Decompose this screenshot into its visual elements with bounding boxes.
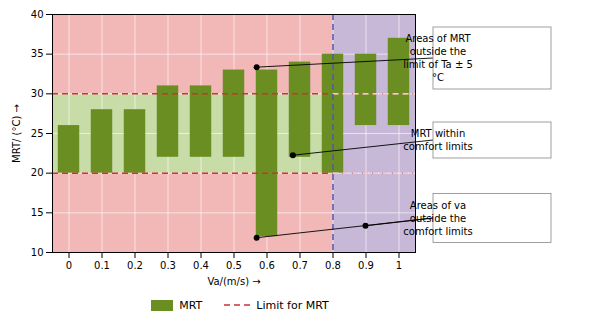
svg-text:Areas of vaoutside thecomfort: Areas of vaoutside thecomfort limits (403, 200, 472, 237)
svg-text:0.3: 0.3 (160, 260, 176, 271)
svg-text:0.9: 0.9 (358, 260, 374, 271)
svg-text:0.4: 0.4 (193, 260, 209, 271)
svg-text:15: 15 (31, 207, 44, 218)
svg-text:Areas of MRToutside thelimit o: Areas of MRToutside thelimit of Ta ± 5°C (403, 33, 473, 83)
svg-text:30: 30 (31, 88, 44, 99)
svg-text:1: 1 (396, 260, 402, 271)
svg-text:35: 35 (31, 48, 44, 59)
svg-text:10: 10 (31, 247, 44, 258)
svg-text:MRT/ (°C) →: MRT/ (°C) → (11, 104, 22, 163)
svg-text:0.8: 0.8 (325, 260, 341, 271)
html-text:Limit for MRT: Limit for MRT (256, 298, 329, 312)
html-text:MRT: MRT (179, 298, 203, 312)
svg-text:0.5: 0.5 (226, 260, 242, 271)
svg-text:0: 0 (66, 260, 72, 271)
svg-text:Va/(m/s) →: Va/(m/s) → (207, 276, 260, 287)
svg-text:MRT withincomfort limits: MRT withincomfort limits (403, 128, 472, 152)
svg-text:20: 20 (31, 167, 44, 178)
svg-text:0.6: 0.6 (259, 260, 275, 271)
svg-text:0.2: 0.2 (127, 260, 143, 271)
svg-text:25: 25 (31, 128, 44, 139)
svg-text:0.1: 0.1 (94, 260, 110, 271)
svg-text:40: 40 (31, 9, 44, 20)
svg-text:0.7: 0.7 (292, 260, 308, 271)
